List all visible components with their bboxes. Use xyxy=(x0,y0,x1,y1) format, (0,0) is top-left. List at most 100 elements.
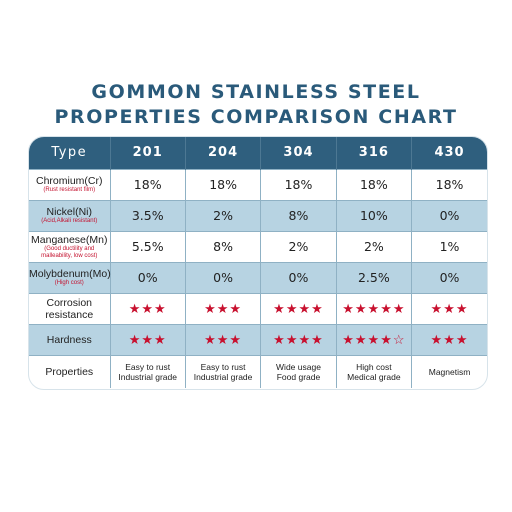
row-label-note: (High cost) xyxy=(54,280,84,286)
star-filled-icon: ★ xyxy=(430,331,444,347)
header-430: 430 xyxy=(411,137,487,169)
star-rating: ★★★ xyxy=(184,323,261,355)
cell-value: 0% xyxy=(411,261,487,293)
prop-line: Industrial grade xyxy=(118,371,177,382)
row-label-note: (Acid,Alkali resistant) xyxy=(41,218,98,224)
cell-value: 3.5% xyxy=(109,199,186,231)
header-316: 316 xyxy=(335,137,412,169)
row-nickel: Nickel(Ni) (Acid,Alkali resistant) 3.5% … xyxy=(29,199,487,231)
prop-line: Wide usage xyxy=(276,361,321,372)
row-hardness: Hardness ★★★ ★★★ ★★★★ ★★★★☆ ★★★ xyxy=(29,323,487,355)
cell-value: 0% xyxy=(260,261,337,293)
star-rating: ★★★ xyxy=(411,323,487,355)
star-filled-icon: ★ xyxy=(455,331,469,347)
star-rating: ★★★ xyxy=(109,323,186,355)
title-line-2: PROPERTIES COMPARISON CHART xyxy=(54,106,458,128)
cell-value: 2% xyxy=(184,199,261,231)
row-label: Nickel(Ni) (Acid,Alkali resistant) xyxy=(29,199,110,231)
star-rating: ★★★★ xyxy=(260,292,337,324)
row-label: Properties xyxy=(29,354,110,388)
prop-line: Magnetism xyxy=(428,366,471,377)
star-rating: ★★★ xyxy=(184,292,261,324)
star-filled-icon: ★ xyxy=(229,300,243,316)
star-filled-icon: ★ xyxy=(455,300,469,316)
prop-line: Easy to rust xyxy=(200,361,246,372)
comparison-table: Type 201 204 304 316 430 Chromium(Cr) (R… xyxy=(29,137,487,388)
cell-properties: Wide usage Food grade xyxy=(260,354,337,388)
star-filled-icon: ★ xyxy=(204,331,217,347)
star-filled-icon: ★ xyxy=(273,331,286,347)
row-molybdenum: Molybdenum(Mo) (High cost) 0% 0% 0% 2.5%… xyxy=(29,261,487,293)
star-filled-icon: ★ xyxy=(443,300,456,316)
header-type: Type xyxy=(51,145,88,161)
star-filled-icon: ★ xyxy=(141,300,155,316)
row-label-text: Manganese(Mn) xyxy=(31,233,108,246)
star-filled-icon: ★ xyxy=(128,300,142,316)
row-label-text: Hardness xyxy=(46,333,92,346)
cell-value: 0% xyxy=(411,199,487,231)
header-201: 201 xyxy=(109,137,186,169)
header-row: Type 201 204 304 316 430 xyxy=(29,137,487,169)
star-filled-icon: ★ xyxy=(216,331,230,347)
star-filled-icon: ★ xyxy=(430,300,444,316)
prop-line: Food grade xyxy=(276,371,321,382)
cell-value: 2.5% xyxy=(335,261,412,293)
cell-value: 18% xyxy=(335,168,412,200)
prop-line: Industrial grade xyxy=(193,371,253,382)
star-filled-icon: ★ xyxy=(154,300,167,316)
row-manganese: Manganese(Mn) (Good ductility and mallea… xyxy=(29,230,487,262)
star-filled-icon: ★ xyxy=(311,300,324,316)
star-filled-icon: ★ xyxy=(216,300,230,316)
cell-value: 8% xyxy=(260,199,337,231)
row-label-note: (Rust resistant film) xyxy=(43,187,96,193)
star-filled-icon: ★ xyxy=(392,300,406,316)
star-filled-icon: ★ xyxy=(285,331,299,347)
row-label-text: Properties xyxy=(45,365,94,378)
star-rating: ★★★ xyxy=(411,292,487,324)
cell-value: 18% xyxy=(184,168,261,200)
cell-value: 2% xyxy=(260,230,337,262)
cell-properties: Magnetism xyxy=(411,354,487,388)
star-filled-icon: ★ xyxy=(154,331,167,347)
star-filled-icon: ★ xyxy=(273,300,286,316)
cell-value: 18% xyxy=(411,168,487,200)
star-filled-icon: ★ xyxy=(367,331,381,347)
star-filled-icon: ★ xyxy=(380,300,393,316)
row-corrosion: Corrosion resistance ★★★ ★★★ ★★★★ ★★★★★ … xyxy=(29,292,487,324)
star-filled-icon: ★ xyxy=(354,300,368,316)
star-empty-icon: ☆ xyxy=(392,331,406,347)
star-filled-icon: ★ xyxy=(354,331,368,347)
star-filled-icon: ★ xyxy=(298,331,312,347)
star-filled-icon: ★ xyxy=(443,331,456,347)
cell-value: 0% xyxy=(184,261,261,293)
cell-value: 10% xyxy=(335,199,412,231)
row-label-note: (Good ductility and malleability, low co… xyxy=(41,245,98,259)
star-filled-icon: ★ xyxy=(298,300,312,316)
star-rating: ★★★★★ xyxy=(335,292,412,324)
star-filled-icon: ★ xyxy=(311,331,324,347)
star-filled-icon: ★ xyxy=(141,331,155,347)
star-rating: ★★★★ xyxy=(260,323,337,355)
comparison-table-card: Type 201 204 304 316 430 Chromium(Cr) (R… xyxy=(28,136,488,390)
row-label-text: Nickel(Ni) xyxy=(46,206,93,218)
row-properties: Properties Easy to rust Industrial grade… xyxy=(29,354,487,388)
cell-properties: Easy to rust Industrial grade xyxy=(109,354,186,388)
star-rating: ★★★★☆ xyxy=(335,323,412,355)
cell-value: 0% xyxy=(109,261,186,293)
star-filled-icon: ★ xyxy=(380,331,393,347)
star-filled-icon: ★ xyxy=(128,331,142,347)
prop-line: Medical grade xyxy=(347,371,401,382)
cell-properties: Easy to rust Industrial grade xyxy=(184,354,261,388)
row-label: Manganese(Mn) (Good ductility and mallea… xyxy=(29,230,110,262)
prop-line: High cost xyxy=(356,361,392,372)
row-label-text: Molybdenum(Mo) xyxy=(29,268,111,280)
header-204: 204 xyxy=(184,137,261,169)
row-label-text: resistance xyxy=(45,308,94,321)
star-filled-icon: ★ xyxy=(229,331,243,347)
row-label: Molybdenum(Mo) (High cost) xyxy=(29,261,111,293)
star-filled-icon: ★ xyxy=(285,300,299,316)
cell-value: 8% xyxy=(184,230,261,262)
row-label: Hardness xyxy=(29,323,110,355)
star-filled-icon: ★ xyxy=(204,300,217,316)
row-label: Chromium(Cr) (Rust resistant film) xyxy=(29,168,110,200)
